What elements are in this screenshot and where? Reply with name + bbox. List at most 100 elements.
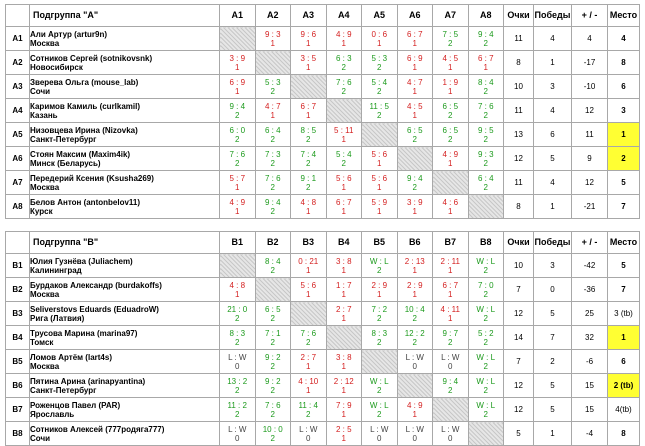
self-cell xyxy=(290,301,327,326)
match-score: 5 : 6 xyxy=(300,280,317,290)
player-city: Санкт-Петербург xyxy=(30,385,97,395)
player-name: Бурдаков Александр (burdakoffs) xyxy=(30,280,162,290)
points-value: 12 xyxy=(503,397,534,422)
match-points: 0 xyxy=(235,361,240,371)
match-points: 2 xyxy=(483,86,488,96)
match-score: 10 : 4 xyxy=(404,304,425,314)
player-code: A4 xyxy=(5,98,30,123)
match-score: W : L xyxy=(476,256,496,266)
player-city: Сочи xyxy=(30,86,51,96)
player-code: B8 xyxy=(5,421,30,446)
player-code: B4 xyxy=(5,325,30,350)
wins-value: 7 xyxy=(533,325,572,350)
match-score: 4 : 5 xyxy=(442,53,459,63)
match-score: 4 : 7 xyxy=(264,101,281,111)
match-score: 8 : 4 xyxy=(477,77,494,87)
match-points: 2 xyxy=(306,134,311,144)
player-info: Сотников Алексей (777родяга777) Сочи xyxy=(29,421,220,446)
player-info: Белов Антон (antonbelov11) Курск xyxy=(29,194,220,219)
match-points: 1 xyxy=(235,182,240,192)
match-score: 9 : 1 xyxy=(300,173,317,183)
player-code: B5 xyxy=(5,349,30,374)
match-score: 2 : 5 xyxy=(335,424,352,434)
match-score: 9 : 4 xyxy=(406,173,423,183)
match-score: 8 : 4 xyxy=(264,256,281,266)
match-points: 0 xyxy=(235,433,240,443)
match-points: 1 xyxy=(412,265,417,275)
player-city: Москва xyxy=(30,38,60,48)
match-score: 4 : 10 xyxy=(298,376,319,386)
match-score: 9 : 4 xyxy=(477,29,494,39)
match-points: 1 xyxy=(377,158,382,168)
stat-header-place: Место xyxy=(607,4,640,27)
points-value: 8 xyxy=(503,194,534,219)
place-value: 6 xyxy=(607,74,640,99)
player-city: Томск xyxy=(30,337,54,347)
diff-value: 15 xyxy=(571,397,608,422)
match-score: 6 : 7 xyxy=(300,101,317,111)
match-points: 2 xyxy=(270,206,275,216)
match-score: W : L xyxy=(369,400,389,410)
match-points: 2 xyxy=(483,134,488,144)
player-info: Каримов Камиль (curlkamil) Казань xyxy=(29,98,220,123)
group-header-row: Подгруппа "B" B1 B2 B3 B4 B5 B6 B7 B8 Очки Победы +… xyxy=(5,231,640,254)
match-points: 1 xyxy=(341,206,346,216)
wins-value: 5 xyxy=(533,301,572,326)
match-score: 7 : 2 xyxy=(371,304,388,314)
self-cell xyxy=(361,122,398,147)
match-score: 12 : 2 xyxy=(404,328,425,338)
match-score: 5 : 3 xyxy=(371,53,388,63)
match-points: 1 xyxy=(412,38,417,48)
match-score: L : W xyxy=(228,352,247,362)
match-score: 4 : 11 xyxy=(440,304,460,314)
match-points: 2 xyxy=(412,337,417,347)
match-points: 2 xyxy=(270,265,275,275)
player-name: Белов Антон (antonbelov11) xyxy=(30,197,141,207)
place-value: 5 xyxy=(607,170,640,195)
match-score: 7 : 6 xyxy=(335,77,352,87)
match-score: 1 : 9 xyxy=(442,77,459,87)
diff-value: -36 xyxy=(571,277,608,302)
match-points: 2 xyxy=(377,385,382,395)
match-score: 7 : 6 xyxy=(477,101,494,111)
player-info: Трусова Марина (marina97) Томск xyxy=(29,325,220,350)
match-points: 2 xyxy=(448,110,453,120)
points-value: 8 xyxy=(503,50,534,75)
match-points: 2 xyxy=(270,409,275,419)
match-points: 1 xyxy=(341,433,346,443)
player-code: A5 xyxy=(5,122,30,147)
match-points: 2 xyxy=(377,409,382,419)
match-points: 1 xyxy=(448,313,453,323)
match-points: 2 xyxy=(483,409,488,419)
header-blank xyxy=(5,4,30,27)
match-score: 9 : 4 xyxy=(442,376,459,386)
match-points: 2 xyxy=(377,62,382,72)
match-score: 6 : 7 xyxy=(406,29,423,39)
column-header: B3 xyxy=(290,231,327,254)
player-info: Юлия Гузнёва (Juliachem) Калининград xyxy=(29,253,220,278)
group-header-row: Подгруппа "A" A1 A2 A3 A4 A5 A6 A7 A8 Очки Победы +… xyxy=(5,4,640,27)
